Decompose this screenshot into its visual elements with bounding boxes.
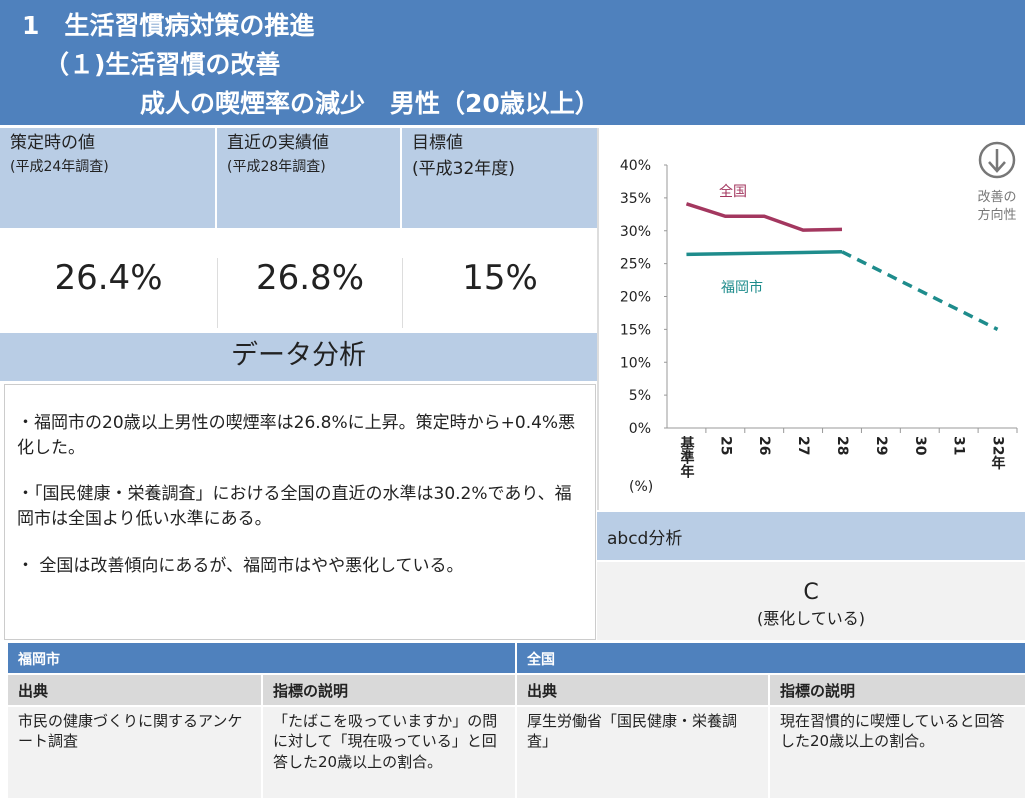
x-tick-label: 31 — [951, 436, 967, 455]
direction-label: 方向性 — [977, 207, 1016, 223]
x-tick-label: 30 — [912, 436, 928, 456]
abcd-grade: C — [803, 580, 819, 605]
source-text: 市民の健康づくりに関するアンケート調査 — [8, 707, 261, 798]
analysis-body: ・福岡市の20歳以上男性の喫煙率は26.8%に上昇。策定時から+0.4%悪化した… — [4, 384, 596, 640]
series-label: 福岡市 — [721, 279, 763, 296]
header-line: （１)生活習慣の改善 — [44, 50, 281, 79]
source-text: 厚生労働省「国民健康・栄養調査」 — [517, 707, 768, 798]
direction-arrow — [988, 149, 1006, 173]
indicator-value: 15% — [402, 258, 597, 328]
series-line — [685, 202, 843, 232]
y-tick-label: 15% — [620, 322, 651, 338]
header: 1 生活習慣病対策の推進 （１)生活習慣の改善 成人の喫煙率の減少 男性（20歳… — [0, 0, 1025, 125]
y-tick-label: 40% — [620, 158, 651, 174]
desc-header: 指標の説明 — [770, 675, 1025, 705]
series-line — [841, 250, 999, 331]
x-tick-label: 28 — [834, 436, 850, 455]
analysis-point: ・福岡市の20歳以上男性の喫煙率は26.8%に上昇。策定時から+0.4%悪化した… — [17, 413, 576, 458]
x-tick-label: 29 — [873, 436, 889, 455]
indicator-sub: (平成24年調査) — [10, 159, 109, 176]
source-header: 出典 — [8, 675, 261, 705]
x-tick-label: 27 — [795, 436, 811, 455]
indicator-head: 目標値 (平成32年度) — [402, 128, 597, 228]
series-label: 全国 — [719, 183, 747, 200]
indicator-sub: (平成32年度) — [412, 159, 515, 180]
x-tick-label: 26 — [756, 436, 772, 455]
direction-icon — [978, 141, 1016, 179]
indicator-head: 策定時の値 (平成24年調査) — [0, 128, 217, 228]
y-tick-label: 20% — [620, 290, 651, 306]
source-region: 全国 — [517, 643, 1025, 673]
indicator-value: 26.4% — [54, 258, 163, 298]
header-line: 成人の喫煙率の減少 男性（20歳以上） — [140, 89, 600, 118]
analysis-point: ・「国民健康・栄養調査」における全国の直近の水準は30.2%であり、福岡市は全国… — [17, 484, 572, 529]
abcd-result: C (悪化している) — [597, 562, 1025, 640]
desc-header: 指標の説明 — [263, 675, 515, 705]
indicator-label: 策定時の値 — [10, 133, 95, 153]
source-region: 福岡市 — [8, 643, 515, 673]
y-tick-label: 5% — [629, 388, 651, 404]
y-tick-label: 35% — [620, 191, 651, 207]
source-header: 出典 — [517, 675, 768, 705]
y-tick-label: 25% — [620, 257, 651, 273]
desc-text: 「たばこを吸っていますか」の問に対して「現在吸っている」と回答した20歳以上の割… — [263, 707, 515, 798]
chart: 0% 5% 10% 15% 20% 25% 30% 35% 40% 基準年 25 26 27 28 29 30… — [597, 128, 1018, 510]
x-tick-label: 基準年 — [678, 435, 694, 479]
y-axis-label: (%) — [629, 479, 653, 495]
indicator-sub: (平成28年調査) — [227, 159, 326, 176]
abcd-note: (悪化している) — [756, 609, 865, 628]
x-tick-label: 32年 — [990, 436, 1006, 471]
indicator-value: 26.8% — [217, 258, 402, 328]
y-tick-label: 10% — [620, 355, 651, 371]
analysis-title: データ分析 — [0, 333, 597, 381]
direction-label: 改善の — [977, 189, 1016, 205]
indicator-label: 目標値 — [412, 133, 463, 153]
y-tick-label: 0% — [629, 421, 651, 437]
abcd-title: abcd分析 — [597, 512, 1025, 560]
indicator-head: 直近の実績値 (平成28年調査) — [217, 128, 402, 228]
header-line: 1 生活習慣病対策の推進 — [22, 11, 315, 40]
series-line — [686, 250, 843, 257]
x-tick-label: 25 — [717, 436, 733, 455]
analysis-point: ・ 全国は改善傾向にあるが、福岡市はやや悪化している。 — [17, 555, 464, 576]
indicator-label: 直近の実績値 — [227, 133, 329, 153]
y-tick-label: 30% — [620, 224, 651, 240]
desc-text: 現在習慣的に喫煙していると回答した20歳以上の割合。 — [770, 707, 1025, 798]
